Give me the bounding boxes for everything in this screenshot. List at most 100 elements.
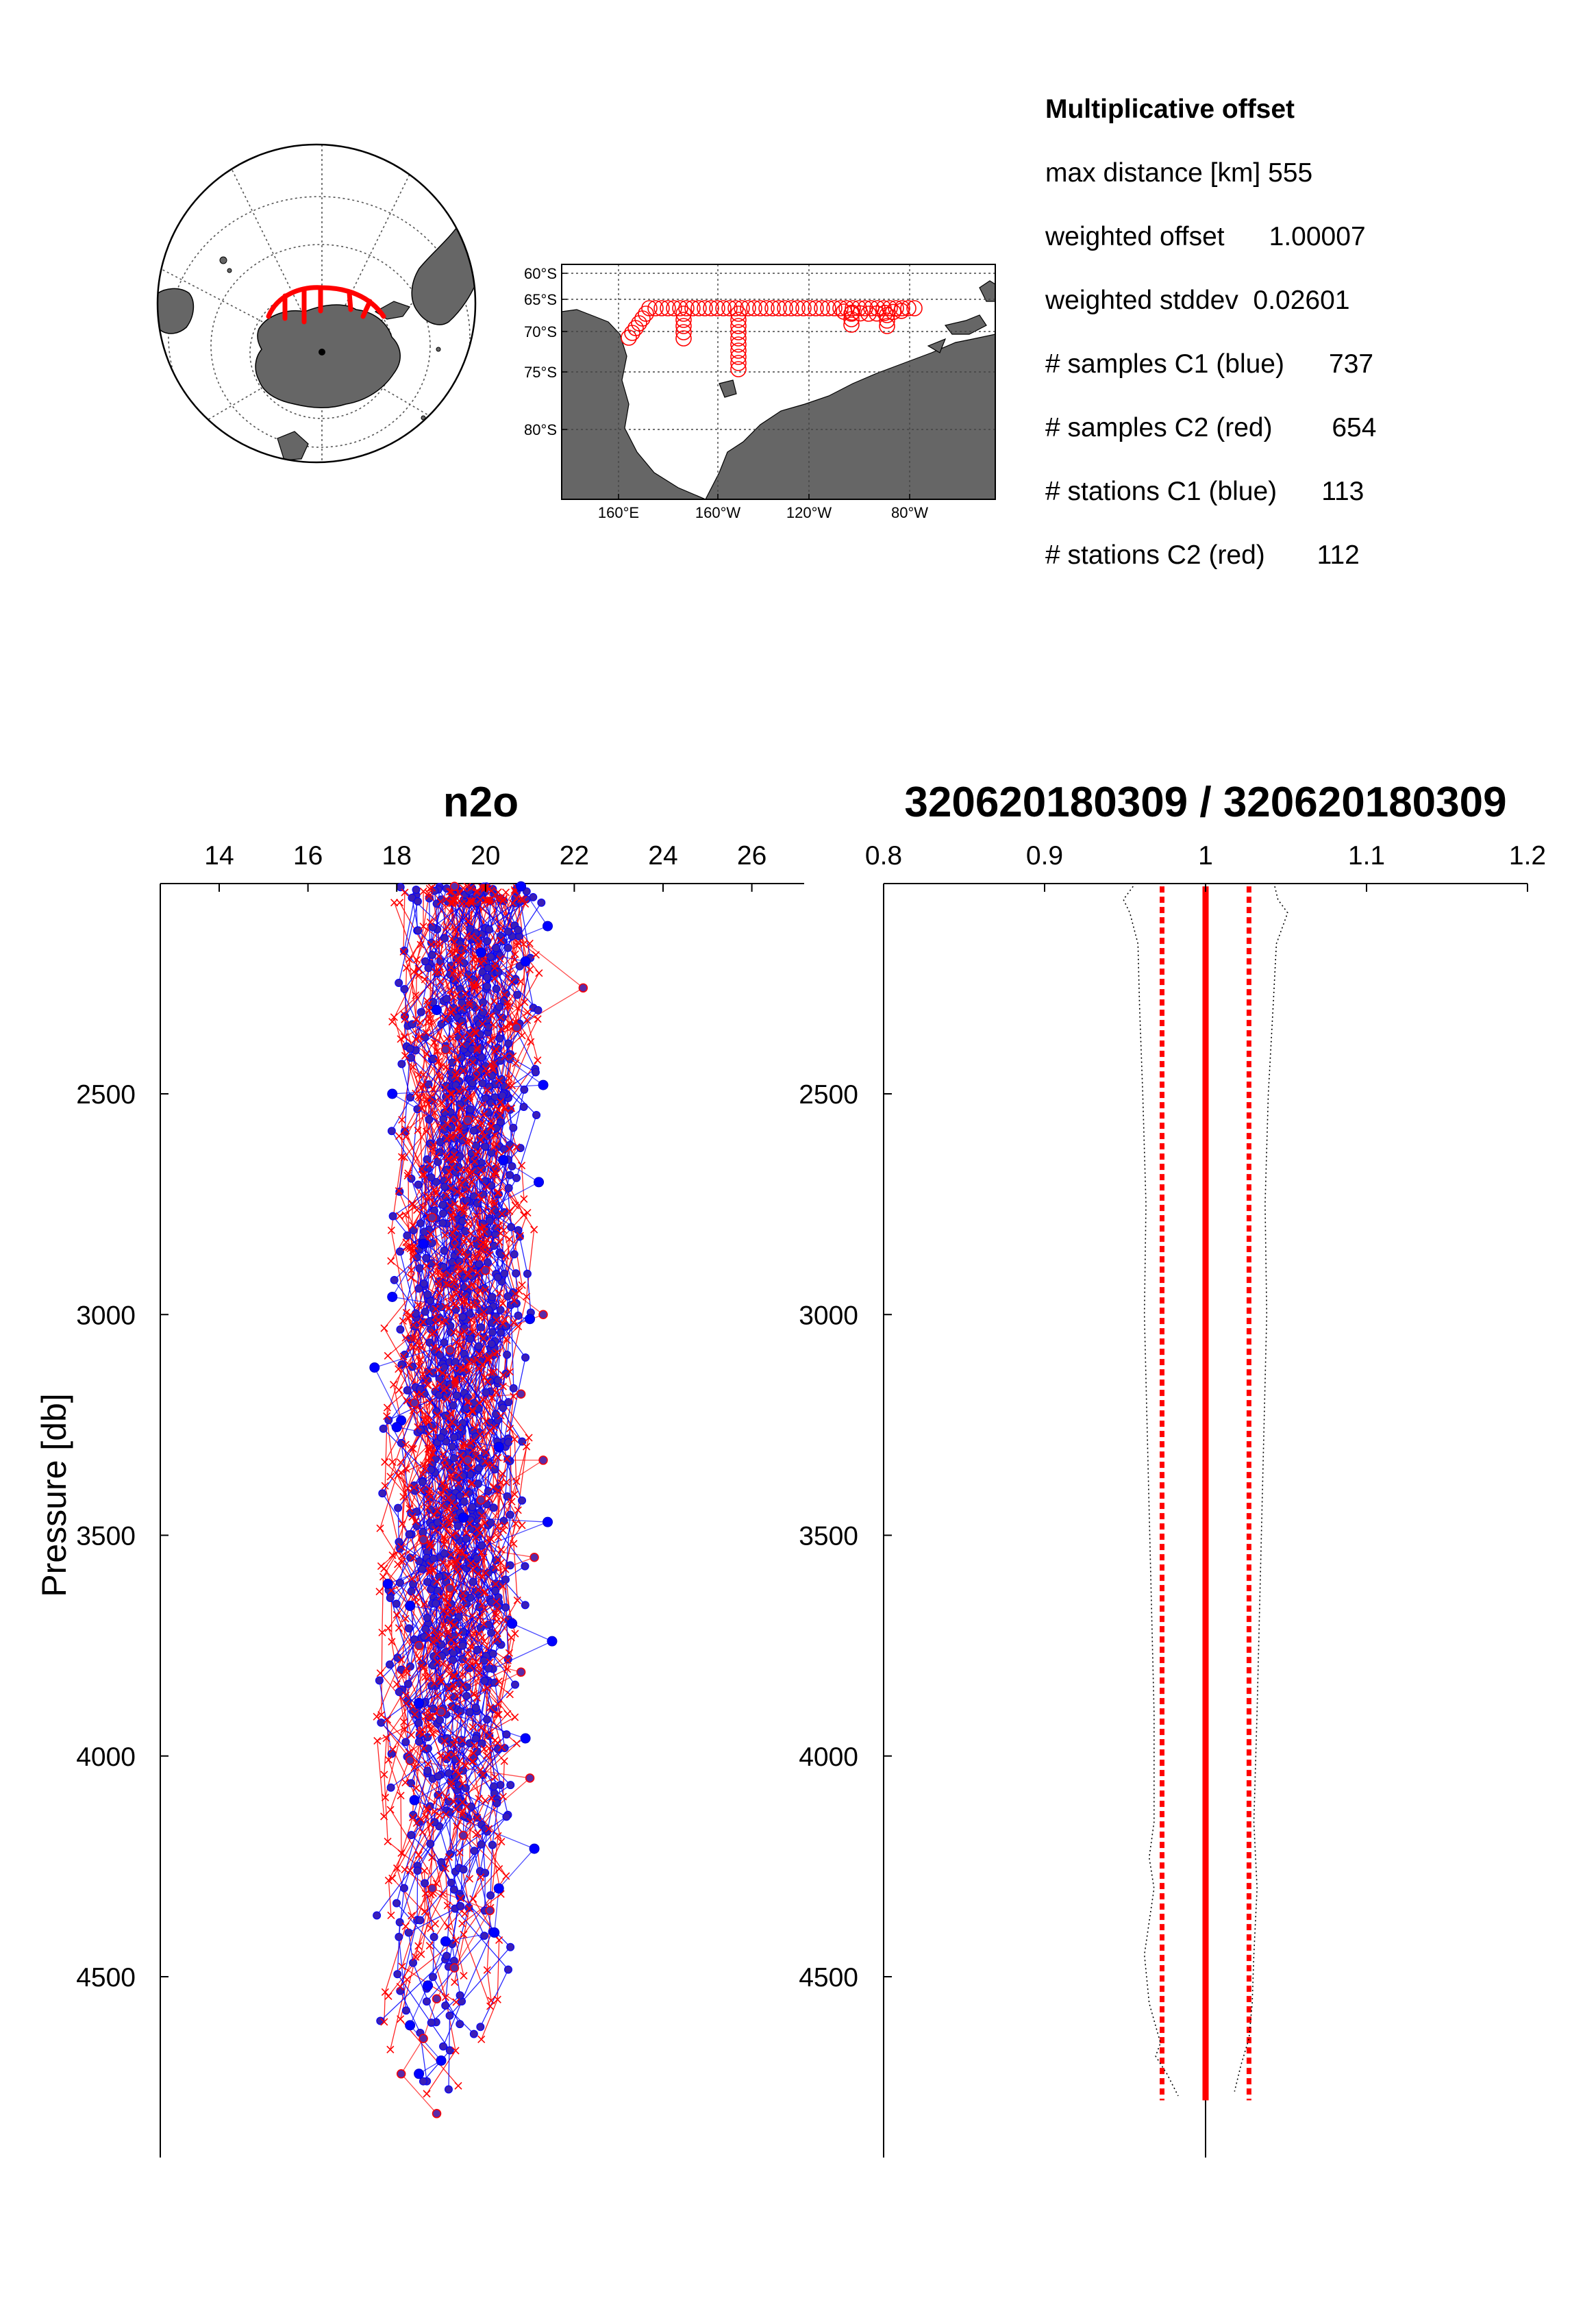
n2o-sample-point	[473, 1069, 482, 1078]
n2o-sample-point	[443, 1458, 452, 1467]
n2o-sample-point	[482, 1751, 490, 1760]
n2o-sample-point	[387, 1257, 395, 1265]
n2o-sample-point	[420, 1416, 428, 1424]
n2o-profile-line	[443, 886, 514, 1674]
n2o-sample-point	[458, 1638, 467, 1647]
n2o-sample-point	[406, 1093, 415, 1102]
n2o-sample-point	[506, 1105, 514, 1114]
n2o-sample-point	[444, 1573, 452, 1582]
n2o-sample-point	[499, 1226, 508, 1234]
n2o-sample-point	[395, 1365, 403, 1373]
n2o-sample-point	[405, 1530, 414, 1539]
n2o-sample-point	[495, 1248, 504, 1257]
n2o-sample-point	[404, 1624, 413, 1633]
n2o-sample-point	[506, 1140, 514, 1149]
n2o-sample-point	[485, 1160, 493, 1168]
n2o-sample-point	[437, 1501, 445, 1510]
n2o-sample-point	[466, 1642, 475, 1650]
n2o-sample-point	[482, 1651, 491, 1660]
n2o-sample-point	[452, 1376, 461, 1385]
n2o-sample-point	[447, 1184, 456, 1192]
n2o-sample-point	[473, 888, 481, 897]
n2o-sample-point	[464, 1462, 473, 1471]
n2o-profile-line	[390, 899, 477, 2050]
n2o-sample-point	[474, 1147, 482, 1155]
n2o-sample-point	[458, 1591, 466, 1600]
n2o-x-tick-label: 14	[204, 841, 234, 871]
n2o-sample-point	[411, 1383, 420, 1392]
station-marker	[863, 300, 880, 316]
n2o-sample-point	[488, 1063, 497, 1072]
n2o-sample-point	[486, 1036, 495, 1044]
n2o-sample-point	[464, 971, 473, 979]
n2o-sample-point	[469, 1437, 477, 1445]
n2o-sample-point	[499, 1516, 508, 1525]
n2o-sample-point	[473, 1046, 481, 1054]
n2o-x-tick-label: 22	[560, 841, 589, 871]
n2o-sample-point	[395, 979, 403, 988]
n2o-sample-point	[440, 1549, 449, 1558]
n2o-sample-point	[465, 1664, 474, 1673]
n2o-sample-point	[447, 1008, 455, 1016]
n2o-sample-point	[457, 1210, 466, 1219]
n2o-sample-point	[477, 1166, 485, 1174]
n2o-sample-point	[456, 1757, 464, 1765]
n2o-sample-point	[460, 959, 469, 968]
n2o-sample-point	[480, 1373, 489, 1382]
n2o-sample-point	[477, 1010, 486, 1019]
n2o-sample-point	[406, 1311, 414, 1319]
n2o-sample-point	[480, 885, 488, 893]
n2o-sample-point	[423, 1050, 431, 1058]
n2o-sample-point	[432, 1305, 440, 1313]
n2o-sample-point	[456, 1176, 464, 1184]
n2o-sample-point	[407, 1831, 416, 1840]
n2o-sample-point	[479, 1239, 487, 1247]
n2o-sample-point	[473, 1212, 481, 1220]
n2o-sample-point	[464, 1037, 473, 1046]
n2o-sample-point	[495, 1034, 504, 1043]
n2o-sample-point	[412, 1593, 420, 1601]
n2o-sample-point	[458, 1066, 467, 1075]
n2o-sample-point	[488, 1649, 497, 1658]
station-marker	[647, 300, 664, 316]
n2o-sample-point	[491, 891, 500, 899]
n2o-sample-point	[466, 1662, 474, 1670]
n2o-sample-point	[492, 1102, 500, 1110]
n2o-sample-point	[471, 1114, 479, 1123]
n2o-sample-point	[422, 1262, 430, 1270]
n2o-sample-point	[466, 1441, 475, 1450]
n2o-sample-point	[463, 1115, 473, 1125]
n2o-sample-point	[473, 1015, 482, 1024]
n2o-sample-point	[449, 1364, 457, 1372]
n2o-sample-point	[395, 1212, 404, 1220]
n2o-sample-point	[447, 1682, 456, 1691]
n2o-sample-point	[473, 1510, 482, 1518]
n2o-sample-point	[410, 1710, 419, 1718]
n2o-sample-point	[447, 1702, 456, 1711]
n2o-sample-point	[432, 940, 440, 948]
n2o-sample-point	[412, 1508, 421, 1516]
n2o-sample-point	[436, 2055, 447, 2066]
n2o-sample-point	[490, 1067, 499, 1076]
n2o-sample-point	[459, 1265, 467, 1274]
n2o-sample-point	[397, 1542, 406, 1551]
n2o-sample-point	[458, 1736, 467, 1745]
n2o-sample-point	[512, 1739, 521, 1748]
n2o-sample-point	[543, 921, 553, 932]
n2o-sample-point	[446, 1465, 455, 1474]
station-marker	[727, 300, 744, 316]
n2o-sample-point	[434, 1708, 442, 1716]
n2o-sample-point	[476, 896, 484, 904]
n2o-sample-point	[428, 1853, 436, 1862]
n2o-sample-point	[508, 932, 516, 940]
n2o-sample-point	[384, 1876, 392, 1884]
n2o-sample-point	[447, 1643, 456, 1651]
n2o-sample-point	[394, 1503, 403, 1512]
n2o-sample-point	[460, 1812, 469, 1821]
n2o-sample-point	[506, 1171, 514, 1179]
n2o-sample-point	[440, 1535, 449, 1544]
n2o-sample-point	[497, 1229, 505, 1238]
n2o-sample-point	[456, 1152, 464, 1161]
n2o-sample-point	[469, 1327, 477, 1336]
n2o-sample-point	[427, 1055, 436, 1064]
